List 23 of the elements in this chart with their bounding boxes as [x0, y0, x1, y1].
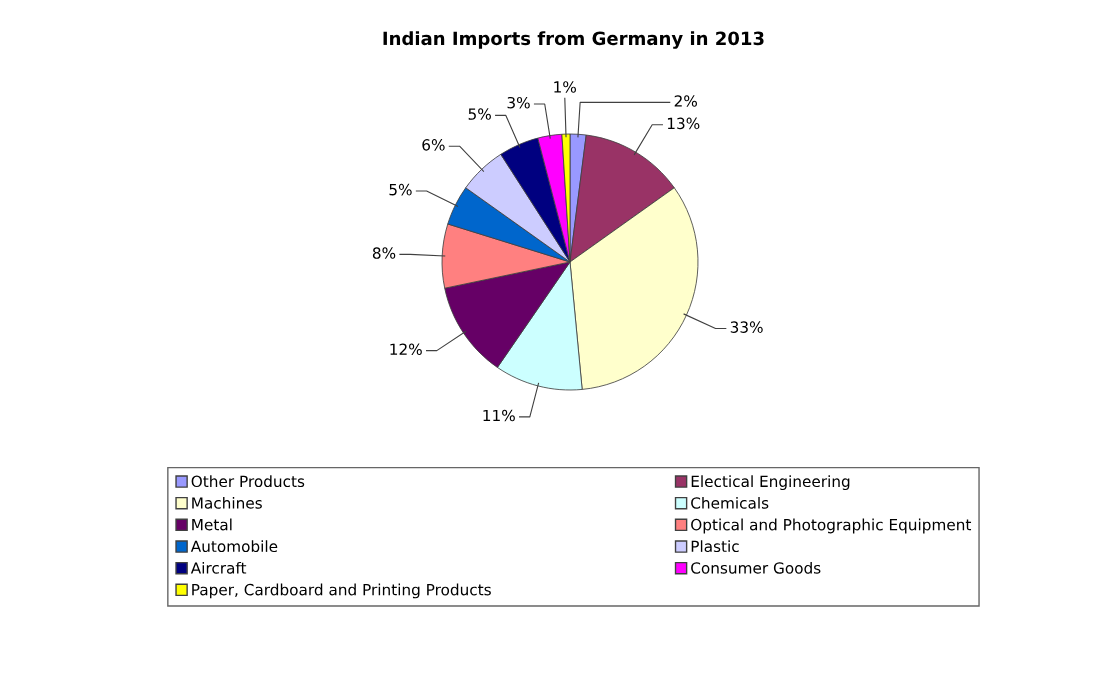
legend-label: Other Products — [191, 475, 305, 488]
data-label: 5% — [389, 183, 412, 196]
legend-label: Electical Engineering — [691, 475, 850, 491]
legend-label: Consumer Goods — [691, 561, 821, 574]
data-label: 6% — [422, 139, 445, 151]
chart-title: Indian Imports from Germany in 2013 — [383, 31, 764, 49]
data-label: 8% — [372, 247, 396, 259]
legend-label: Aircraft — [190, 561, 247, 574]
data-label: 33% — [730, 321, 763, 333]
data-label: 3% — [507, 96, 530, 109]
legend-label: Optical and Photographic Equipment — [691, 518, 972, 534]
data-label: 13% — [667, 117, 700, 130]
data-label: 5% — [468, 108, 491, 120]
data-label: 2% — [674, 95, 697, 107]
legend-label: Chemicals — [691, 496, 769, 509]
legend-label: Metal — [192, 518, 232, 531]
legend-label: Paper, Cardboard and Printing Products — [192, 583, 491, 599]
data-label: 12% — [390, 343, 422, 356]
legend-label: Plastic — [691, 540, 739, 553]
data-label: 11% — [483, 409, 515, 422]
legend-label: Automobile — [190, 540, 278, 553]
data-label: 1% — [554, 81, 576, 93]
legend-label: Machines — [192, 496, 262, 509]
